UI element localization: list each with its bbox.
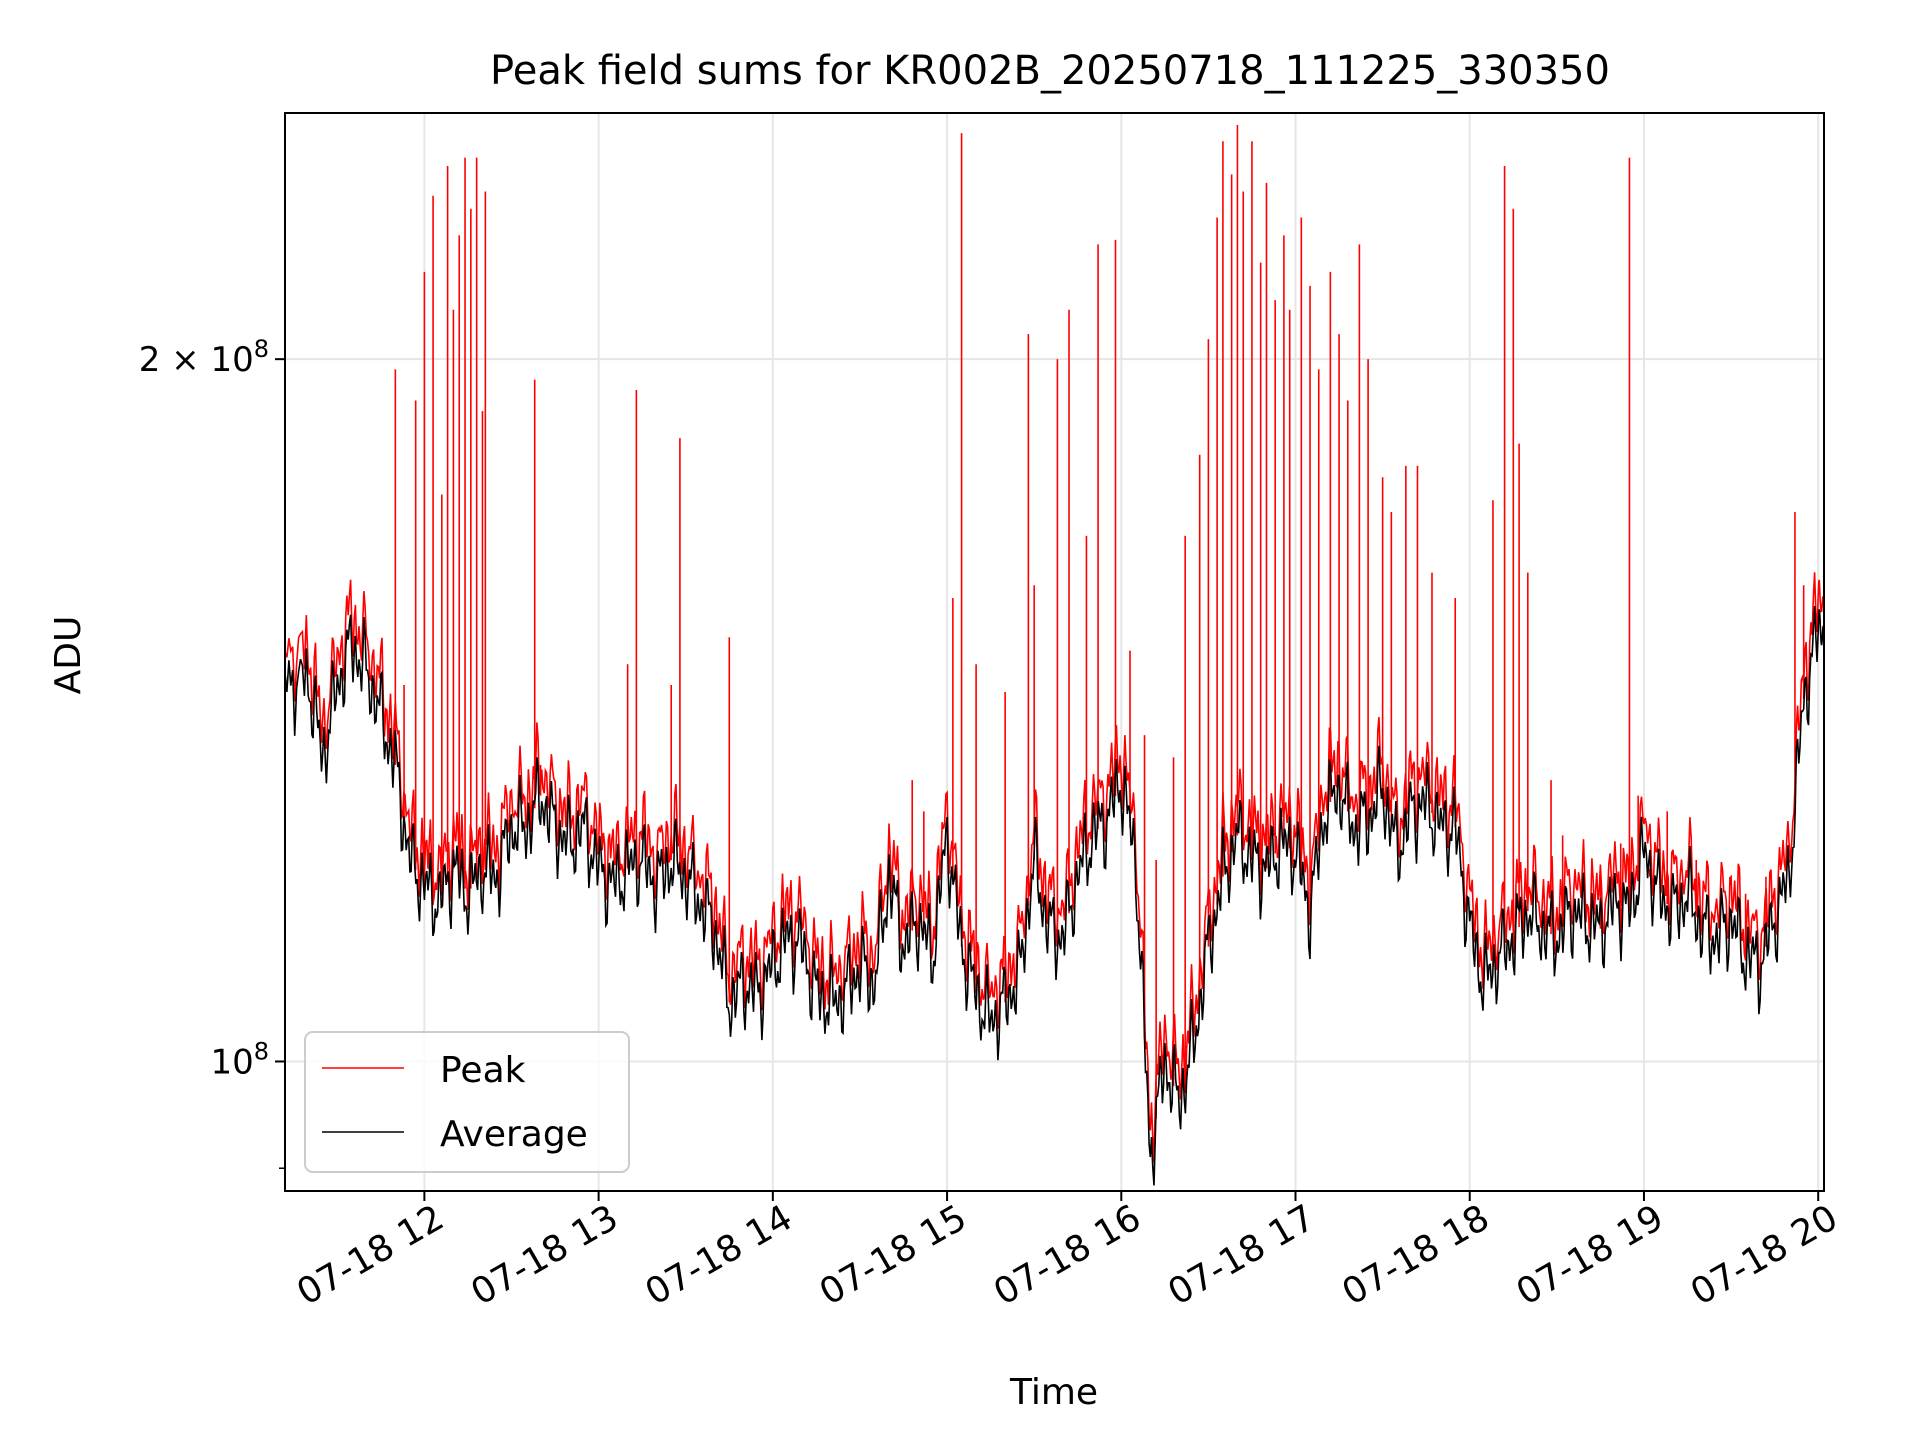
legend: Peak Average xyxy=(304,1031,630,1173)
peak-line xyxy=(284,572,1825,1163)
x-axis-label: Time xyxy=(1009,1372,1098,1413)
y-tick-label: 2 × 108 xyxy=(139,335,269,380)
y-axis-label: ADU xyxy=(48,616,89,695)
plot-frame xyxy=(284,112,1825,1192)
y-tick-label: 108 xyxy=(210,1037,269,1082)
peak-series xyxy=(284,124,1825,1163)
legend-average-label: Average xyxy=(440,1114,588,1155)
y-tick-label-base: 2 × 10 xyxy=(139,340,254,380)
legend-box xyxy=(304,1031,630,1173)
average-series xyxy=(284,606,1825,1186)
legend-peak-label: Peak xyxy=(440,1050,526,1091)
plot-area xyxy=(284,112,1825,1192)
y-tick-label-exponent: 8 xyxy=(254,335,269,363)
gridlines xyxy=(285,113,1824,1191)
y-tick-label-exponent: 8 xyxy=(254,1037,269,1065)
y-tick-label-base: 10 xyxy=(210,1042,253,1082)
plot-background xyxy=(285,113,1824,1191)
average-line xyxy=(284,606,1825,1186)
chart-title: Peak field sums for KR002B_20250718_1112… xyxy=(490,48,1610,94)
